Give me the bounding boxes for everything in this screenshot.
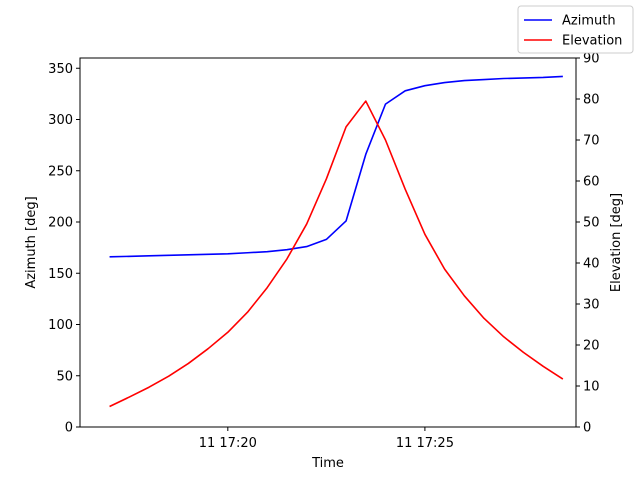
y-left-tick-label: 50 xyxy=(56,369,73,384)
y-right-tick-label: 70 xyxy=(583,134,600,149)
x-tick-label: 11 17:20 xyxy=(199,436,257,451)
y-left-tick-label: 150 xyxy=(48,267,73,282)
y-axis-right-label: Elevation [deg] xyxy=(609,193,624,292)
series-line-elevation xyxy=(109,100,564,408)
y-right-tick-label: 60 xyxy=(583,175,600,190)
y-left-tick-label: 350 xyxy=(48,62,73,77)
plot-frame xyxy=(79,57,577,428)
y-right-tick-label: 90 xyxy=(583,52,600,67)
legend: Azimuth Elevation xyxy=(517,5,634,54)
x-tick-label: 11 17:25 xyxy=(396,436,454,451)
y-left-tick-label: 200 xyxy=(48,216,73,231)
y-right-tick-label: 0 xyxy=(583,421,591,436)
y-left-tick-label: 250 xyxy=(48,164,73,179)
y-right-tick-label: 10 xyxy=(583,380,600,395)
y-right-tick-label: 20 xyxy=(583,339,600,354)
series-layer xyxy=(109,75,564,408)
y-right-tick-label: 30 xyxy=(583,298,600,313)
y-left-tick-label: 100 xyxy=(48,318,73,333)
legend-label-elevation: Elevation xyxy=(562,34,622,49)
y-right-tick-label: 80 xyxy=(583,93,600,108)
series-line-azimuth xyxy=(109,75,563,258)
x-axis-label: Time xyxy=(311,456,344,471)
y-left-tick-label: 0 xyxy=(65,421,73,436)
ticks-layer: 0 50 100 150 200 250 300 350 0 10 20 30 40 50 60 70 80 90… xyxy=(48,52,599,452)
legend-box xyxy=(517,5,634,54)
y-left-tick-label: 300 xyxy=(48,113,73,128)
y-right-tick-label: 50 xyxy=(583,216,600,231)
y-right-tick-label: 40 xyxy=(583,257,600,272)
y-axis-left-label: Azimuth [deg] xyxy=(24,196,39,288)
legend-label-azimuth: Azimuth xyxy=(562,14,616,29)
